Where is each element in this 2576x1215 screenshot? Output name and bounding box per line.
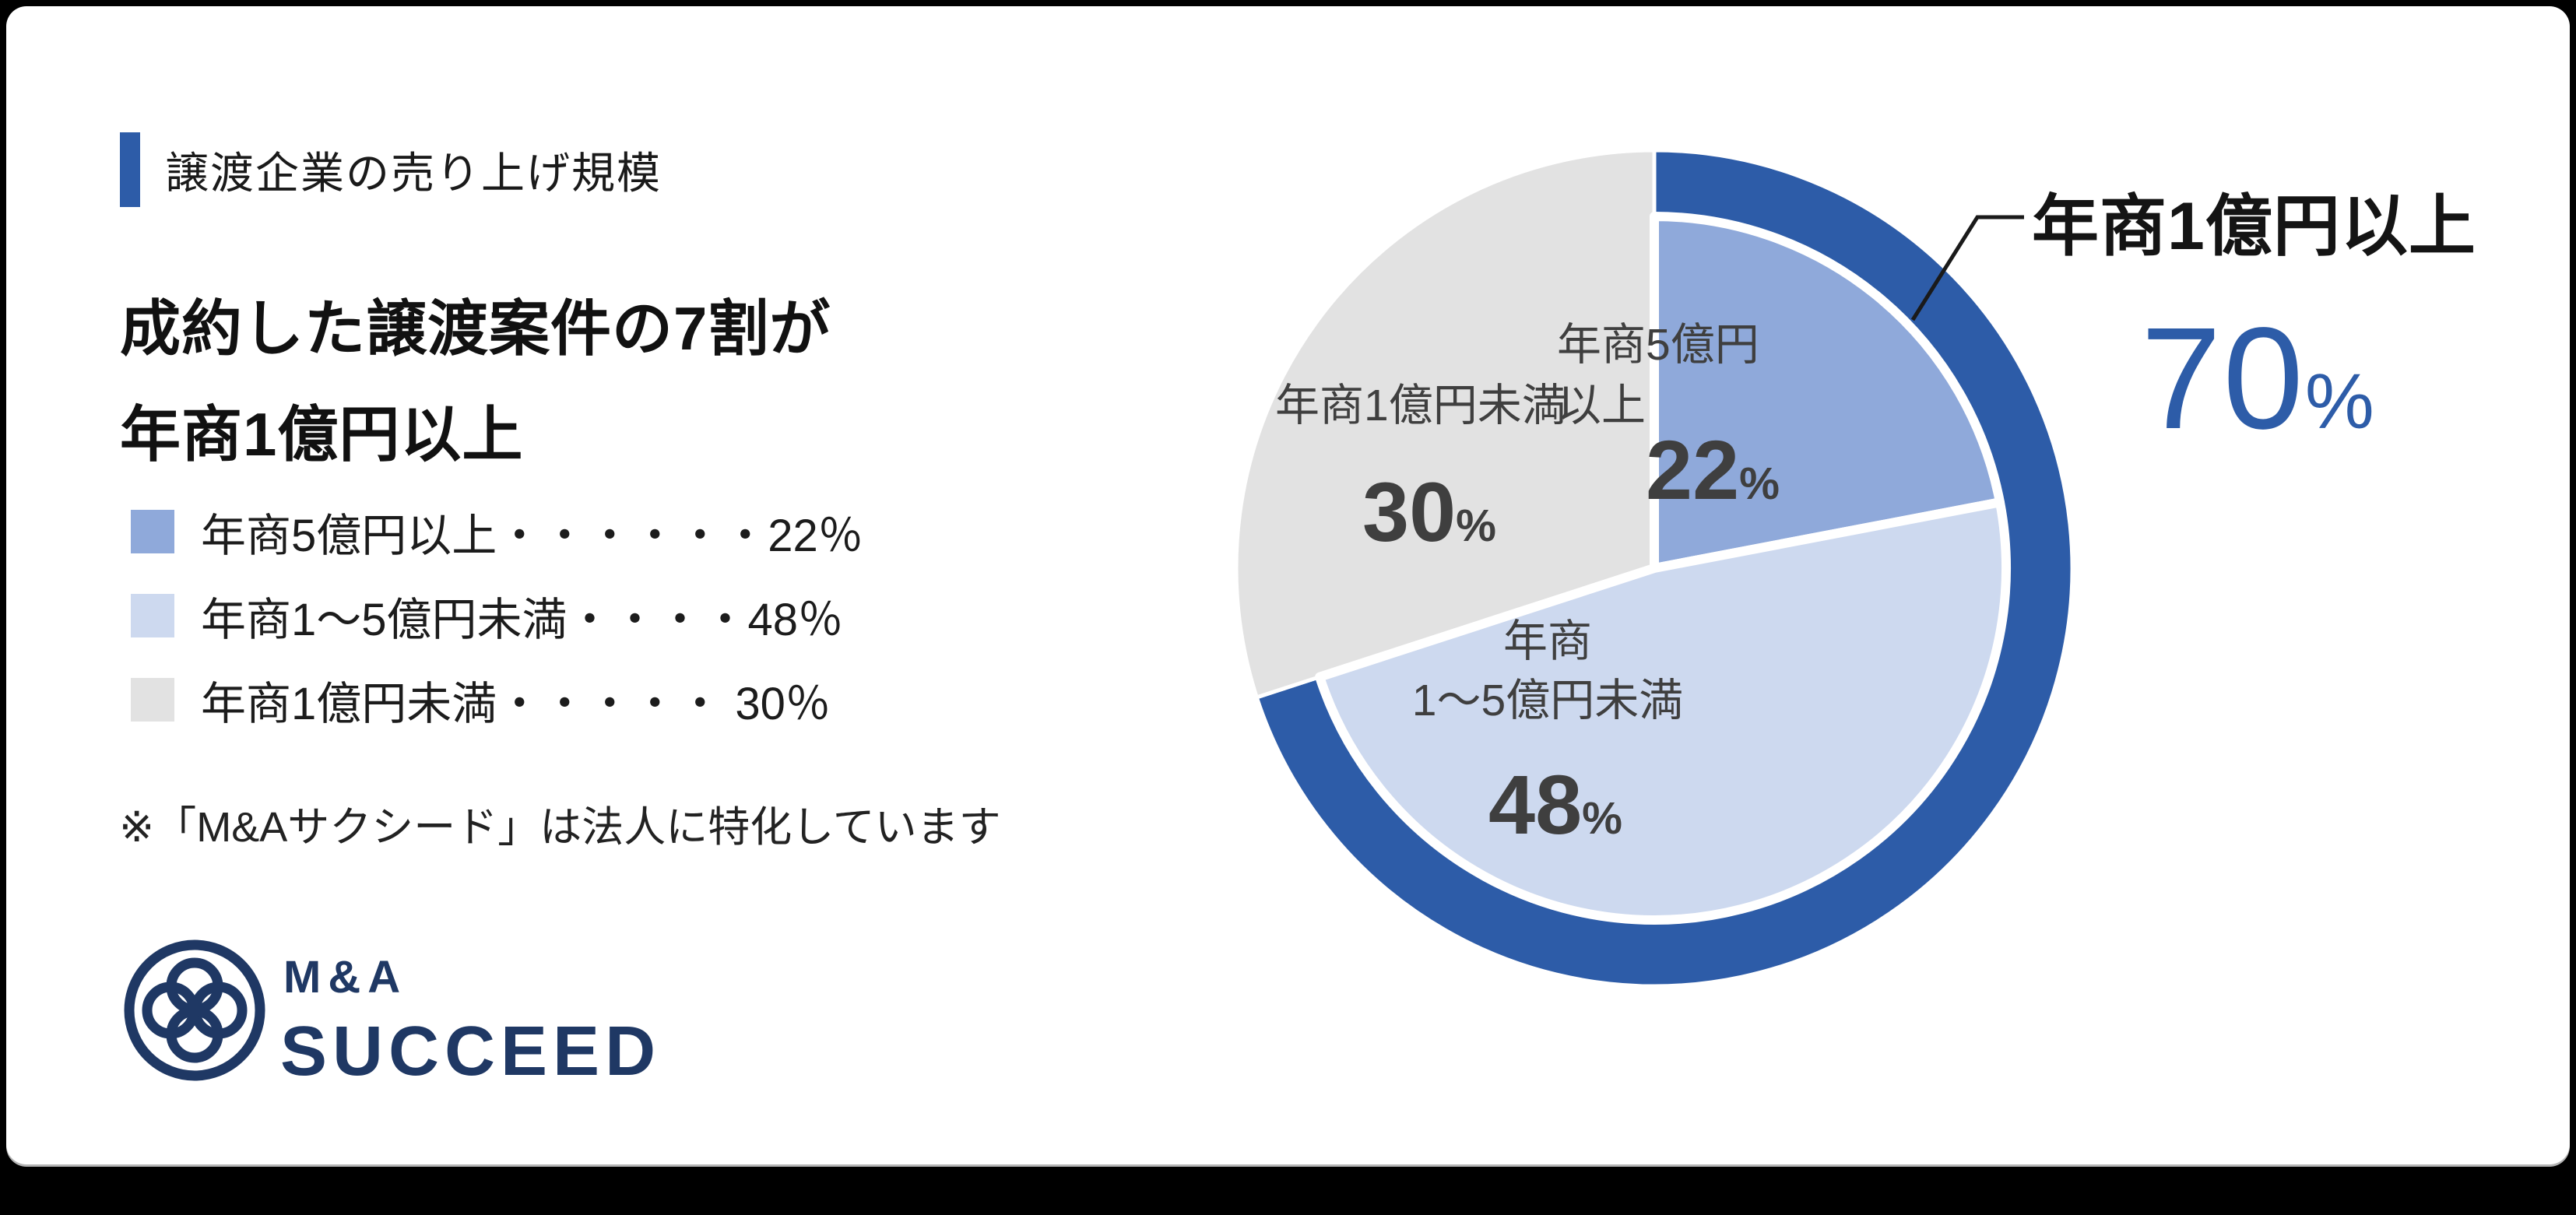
legend-swatch-icon — [131, 678, 174, 722]
callout-value: 70% — [2141, 298, 2374, 459]
slice-label-22-line2: 以上 — [1557, 381, 1646, 430]
slice-value-48: 48% — [1488, 757, 1622, 852]
legend-item-text: 年商1～5億円未満・・・・48％ — [201, 595, 844, 645]
callout-line — [1910, 215, 2024, 321]
headline-line2: 年商1億円以上 — [120, 400, 524, 469]
legend: 年商5億円以上・・・・・・22％ 年商1～5億円未満・・・・48％ 年商1億円未満・… — [131, 507, 863, 760]
legend-item-2: 年商1億円未満・・・・・ 30％ — [131, 676, 863, 729]
section-header: 譲渡企業の売り上げ規模 — [120, 132, 662, 207]
slice-label-48: 年商 1～5億円未満 — [1376, 612, 1719, 730]
logo-text-succeed: SUCCEED — [280, 1013, 662, 1090]
section-title: 譲渡企業の売り上げ規模 — [165, 148, 662, 198]
slice-value-30: 30% — [1362, 465, 1496, 559]
ma-succeed-logo-knot-icon — [124, 939, 265, 1081]
legend-item-text: 年商5億円以上・・・・・・22％ — [201, 511, 863, 561]
legend-item-0: 年商5億円以上・・・・・・22％ — [131, 507, 863, 561]
legend-swatch-icon — [131, 594, 174, 637]
slice-label-22: 年商5億円 以上 — [1557, 314, 1759, 436]
slide-card: 譲渡企業の売り上げ規模 成約した譲渡案件の7割が 年商1億円以上 年商5億円以上… — [6, 6, 2570, 1164]
legend-swatch-icon — [131, 510, 174, 553]
slice-label-22-line1: 年商5億円 — [1557, 320, 1759, 370]
accent-bar — [120, 132, 140, 207]
logo-text-ma: M&A — [283, 952, 408, 1003]
legend-item-1: 年商1～5億円未満・・・・48％ — [131, 592, 863, 645]
headline-line1: 成約した譲渡案件の7割が — [120, 294, 831, 363]
slice-label-48-line2: 1～5億円未満 — [1411, 676, 1684, 725]
pie-ring-highlight-70 — [1254, 148, 2075, 989]
slice-label-30: 年商1億円未満 — [1275, 381, 1566, 430]
callout-label: 年商1億円以上 — [2032, 189, 2476, 264]
legend-item-text: 年商1億円未満・・・・・ 30％ — [201, 679, 831, 729]
slice-value-22: 22% — [1646, 423, 1780, 517]
footnote: ※「M&Aサクシード」は法人に特化しています — [119, 804, 1001, 851]
slice-label-48-line1: 年商 — [1503, 616, 1592, 666]
